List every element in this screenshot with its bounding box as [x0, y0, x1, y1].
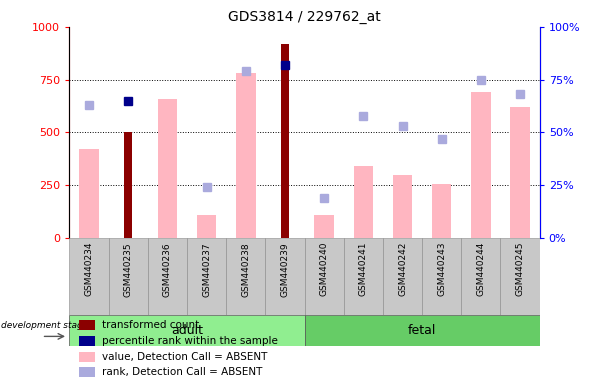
Bar	[500, 238, 540, 315]
Text: value, Detection Call = ABSENT: value, Detection Call = ABSENT	[103, 352, 268, 362]
Bar	[109, 238, 148, 315]
Bar	[280, 44, 289, 238]
Bar	[461, 238, 500, 315]
Bar	[305, 315, 540, 346]
Text: GSM440234: GSM440234	[84, 242, 93, 296]
Text: GSM440240: GSM440240	[320, 242, 329, 296]
Text: GSM440236: GSM440236	[163, 242, 172, 296]
Text: GSM440244: GSM440244	[476, 242, 485, 296]
Bar	[69, 315, 305, 346]
Bar	[187, 238, 226, 315]
Bar	[197, 215, 216, 238]
Text: GSM440241: GSM440241	[359, 242, 368, 296]
Bar	[353, 166, 373, 238]
Text: rank, Detection Call = ABSENT: rank, Detection Call = ABSENT	[103, 367, 263, 377]
Text: GSM440239: GSM440239	[280, 242, 289, 296]
Text: GSM440243: GSM440243	[437, 242, 446, 296]
Bar	[69, 238, 109, 315]
Bar	[79, 352, 95, 362]
Bar	[236, 73, 256, 238]
Bar	[157, 99, 177, 238]
Bar	[148, 238, 187, 315]
Bar	[79, 149, 99, 238]
Text: GSM440235: GSM440235	[124, 242, 133, 296]
Text: percentile rank within the sample: percentile rank within the sample	[103, 336, 278, 346]
Text: transformed count: transformed count	[103, 320, 200, 330]
Bar	[314, 215, 334, 238]
Bar	[471, 92, 491, 238]
Bar	[79, 320, 95, 330]
Bar	[422, 238, 461, 315]
Bar	[265, 238, 305, 315]
Bar	[383, 238, 422, 315]
Text: GSM440238: GSM440238	[241, 242, 250, 296]
Title: GDS3814 / 229762_at: GDS3814 / 229762_at	[228, 10, 381, 25]
Bar	[305, 238, 344, 315]
Bar	[432, 184, 452, 238]
Text: GSM440242: GSM440242	[398, 242, 407, 296]
Bar	[79, 367, 95, 377]
Bar	[344, 238, 383, 315]
Bar	[124, 132, 133, 238]
Bar	[393, 175, 412, 238]
Bar	[510, 107, 530, 238]
Text: development stage: development stage	[1, 321, 89, 330]
Text: GSM440245: GSM440245	[516, 242, 525, 296]
Bar	[79, 336, 95, 346]
Bar	[226, 238, 265, 315]
Text: GSM440237: GSM440237	[202, 242, 211, 296]
Text: adult: adult	[171, 324, 203, 337]
Text: fetal: fetal	[408, 324, 437, 337]
